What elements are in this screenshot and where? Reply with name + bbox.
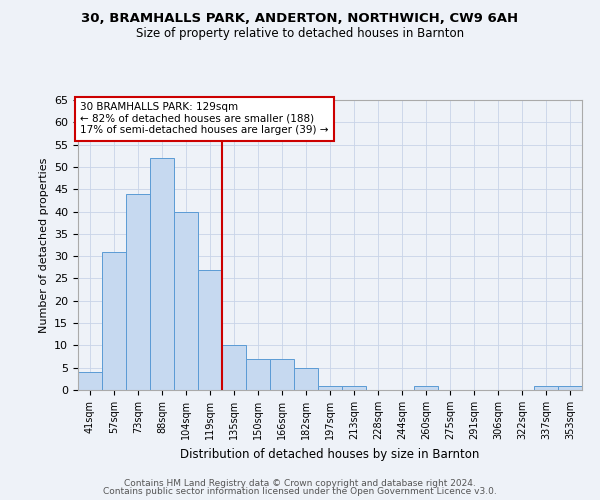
Bar (198, 270, 222, 390)
Bar (342, 386, 366, 390)
Bar (126, 194, 150, 390)
Bar (558, 386, 582, 390)
Bar (222, 346, 246, 390)
Text: 30, BRAMHALLS PARK, ANDERTON, NORTHWICH, CW9 6AH: 30, BRAMHALLS PARK, ANDERTON, NORTHWICH,… (82, 12, 518, 26)
Bar (246, 359, 270, 390)
Bar (270, 359, 294, 390)
Bar (174, 212, 198, 390)
Text: Contains HM Land Registry data © Crown copyright and database right 2024.: Contains HM Land Registry data © Crown c… (124, 478, 476, 488)
Bar (414, 386, 438, 390)
Y-axis label: Number of detached properties: Number of detached properties (38, 158, 49, 332)
Bar (318, 386, 342, 390)
Text: 30 BRAMHALLS PARK: 129sqm
← 82% of detached houses are smaller (188)
17% of semi: 30 BRAMHALLS PARK: 129sqm ← 82% of detac… (80, 102, 329, 136)
Bar (102, 252, 126, 390)
Text: Contains public sector information licensed under the Open Government Licence v3: Contains public sector information licen… (103, 487, 497, 496)
Bar (534, 386, 558, 390)
Bar (150, 158, 174, 390)
Bar (294, 368, 318, 390)
X-axis label: Distribution of detached houses by size in Barnton: Distribution of detached houses by size … (181, 448, 479, 460)
Bar (78, 372, 102, 390)
Text: Size of property relative to detached houses in Barnton: Size of property relative to detached ho… (136, 28, 464, 40)
